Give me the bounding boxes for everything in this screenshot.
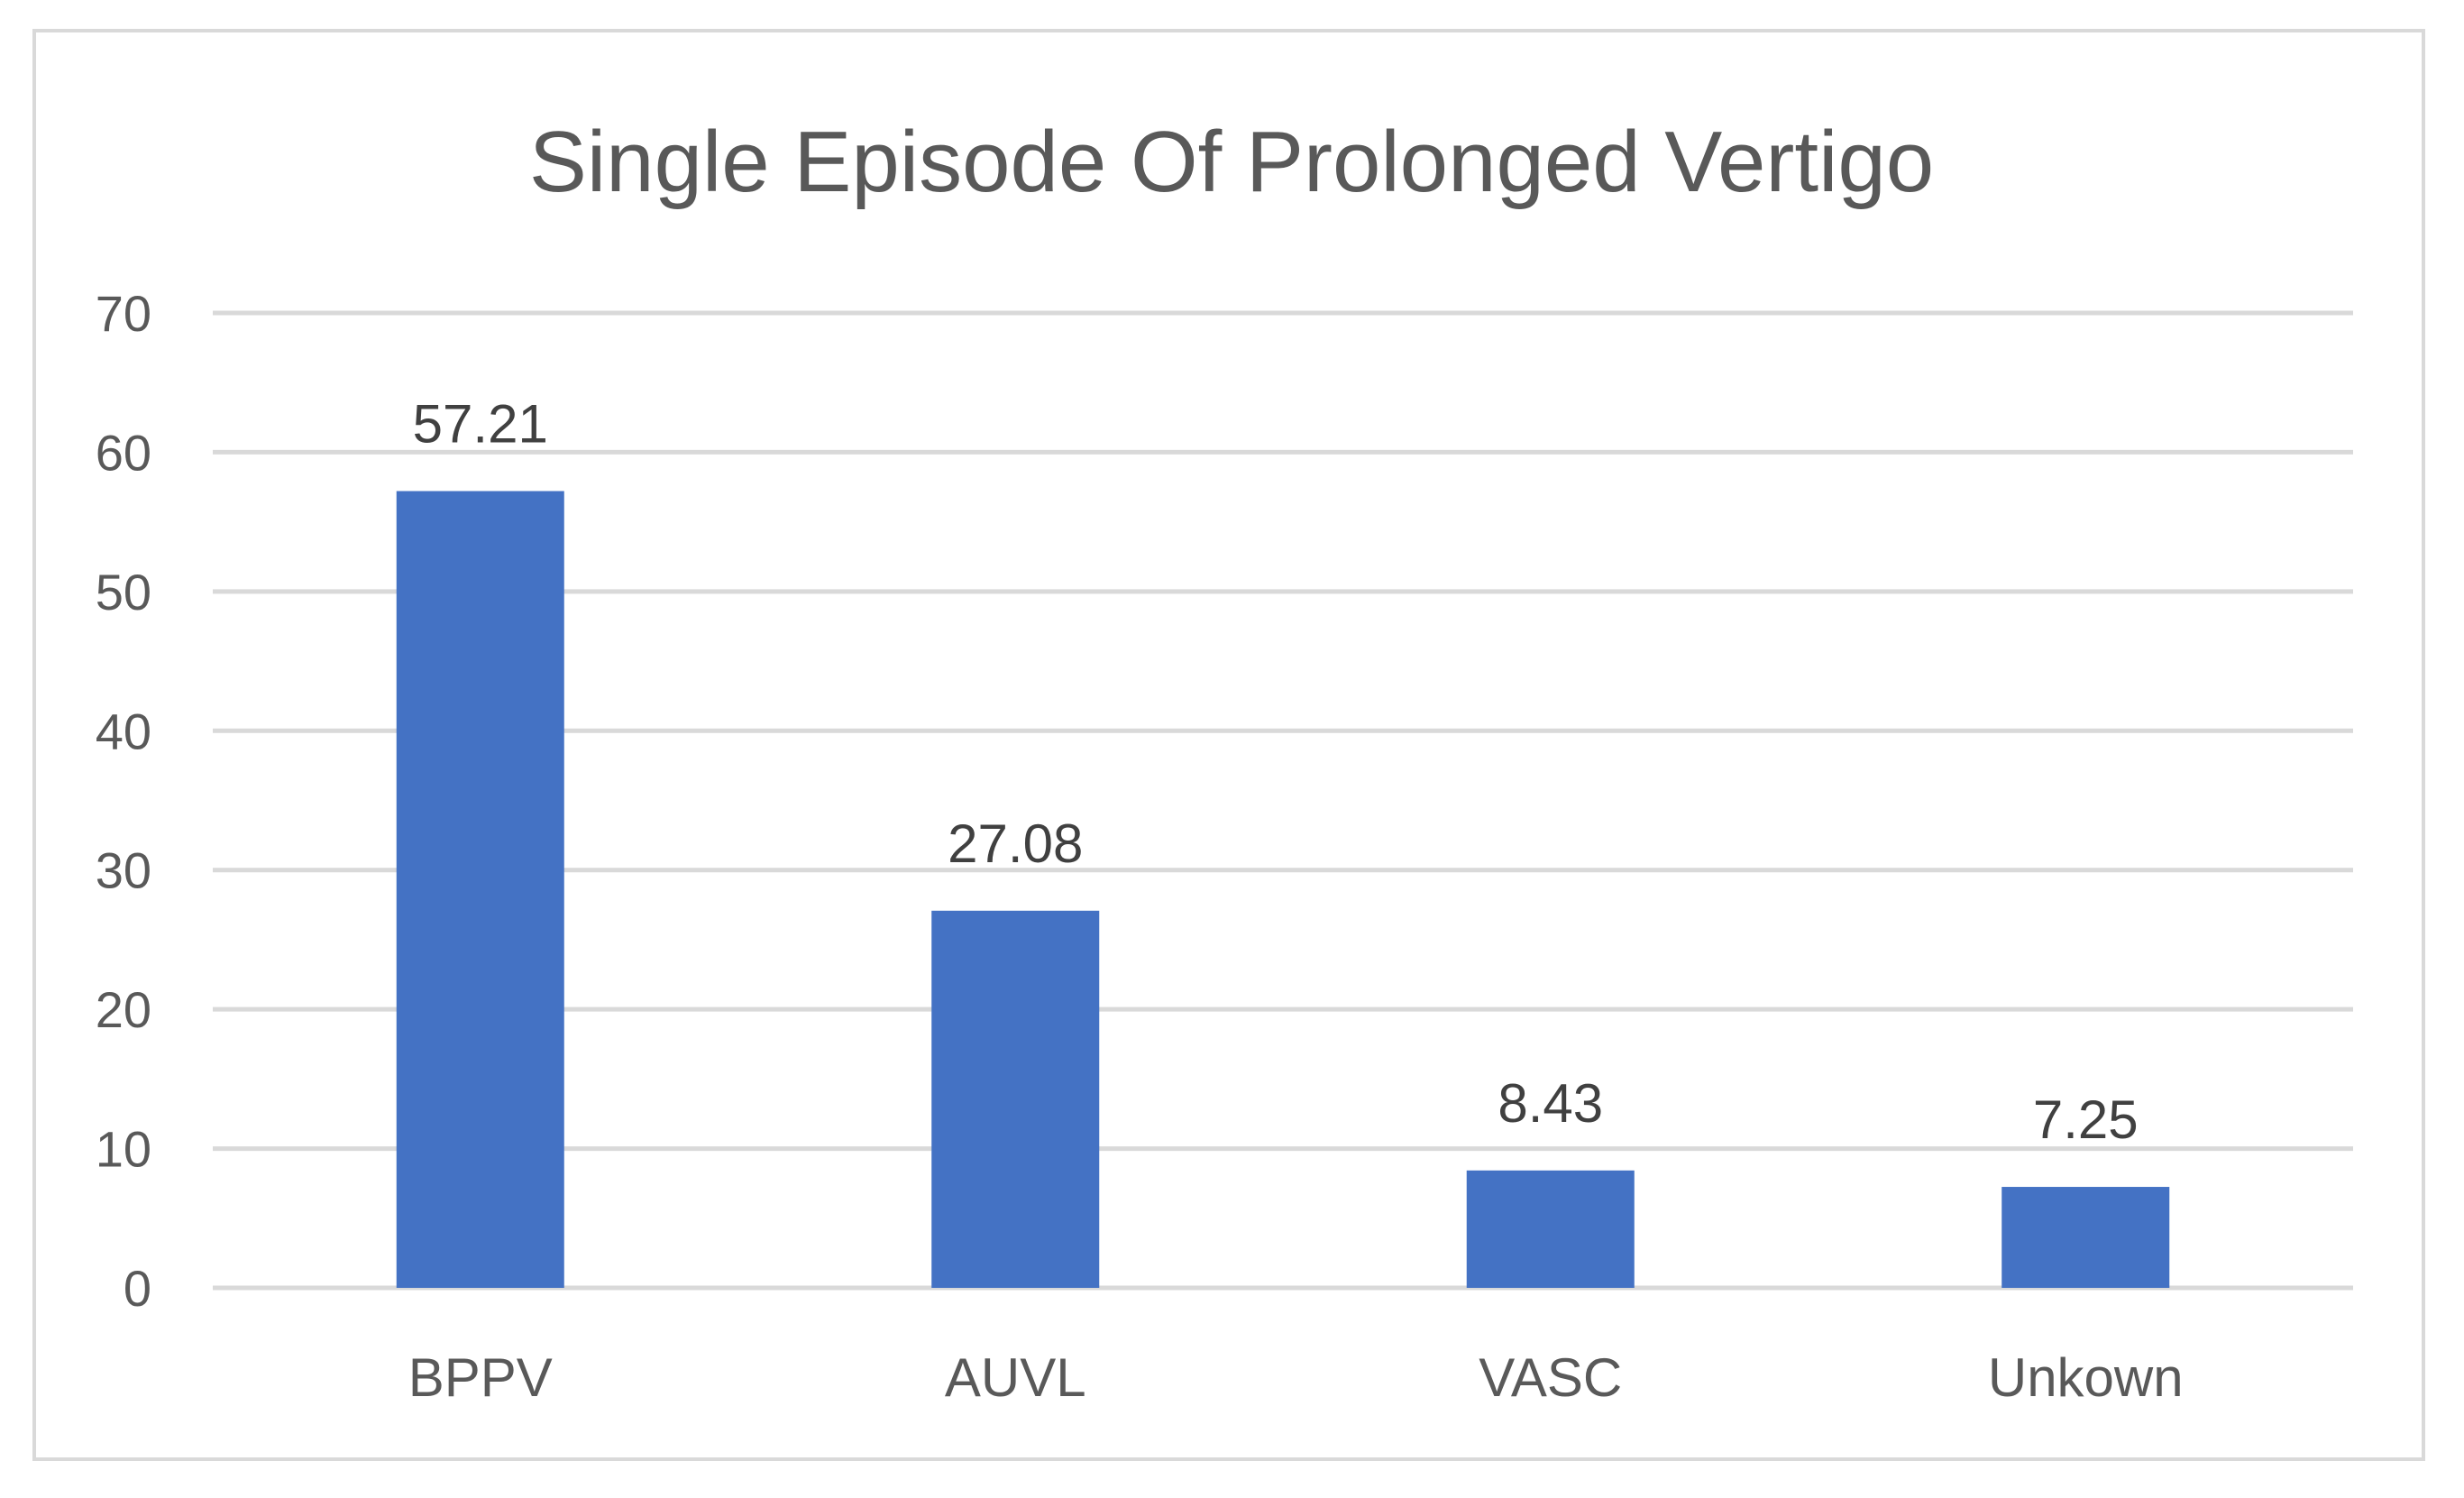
data-label: 7.25 <box>2033 1089 2139 1150</box>
category-label: AUVL <box>945 1347 1086 1408</box>
data-label: 57.21 <box>413 394 548 455</box>
chart-title: Single Episode Of Prolonged Vertigo <box>529 114 1934 210</box>
data-label: 8.43 <box>1498 1073 1603 1134</box>
y-tick-label: 0 <box>124 1260 151 1317</box>
y-tick-label: 50 <box>96 564 151 620</box>
category-label: VASC <box>1479 1347 1622 1408</box>
bar-vasc <box>1466 1170 1635 1288</box>
y-tick-label: 40 <box>96 703 151 759</box>
y-tick-label: 60 <box>96 424 151 481</box>
y-tick-label: 70 <box>96 285 151 342</box>
y-tick-label: 10 <box>96 1121 151 1178</box>
bar-bppv <box>396 491 564 1288</box>
gridlines <box>213 310 2353 1291</box>
y-tick-label: 20 <box>96 981 151 1038</box>
data-label: 27.08 <box>948 813 1083 874</box>
bars <box>396 491 2170 1288</box>
category-label: BPPV <box>408 1347 553 1408</box>
y-tick-label: 30 <box>96 842 151 899</box>
category-label: Unkown <box>1988 1347 2184 1408</box>
bar-auvl <box>931 910 1100 1288</box>
data-labels: 57.21 27.08 8.43 7.25 <box>413 394 2139 1151</box>
y-axis-tick-labels: 0 10 20 30 40 50 60 70 <box>96 285 151 1317</box>
x-axis-category-labels: BPPV AUVL VASC Unkown <box>408 1347 2184 1408</box>
bar-unkown <box>2001 1187 2170 1288</box>
